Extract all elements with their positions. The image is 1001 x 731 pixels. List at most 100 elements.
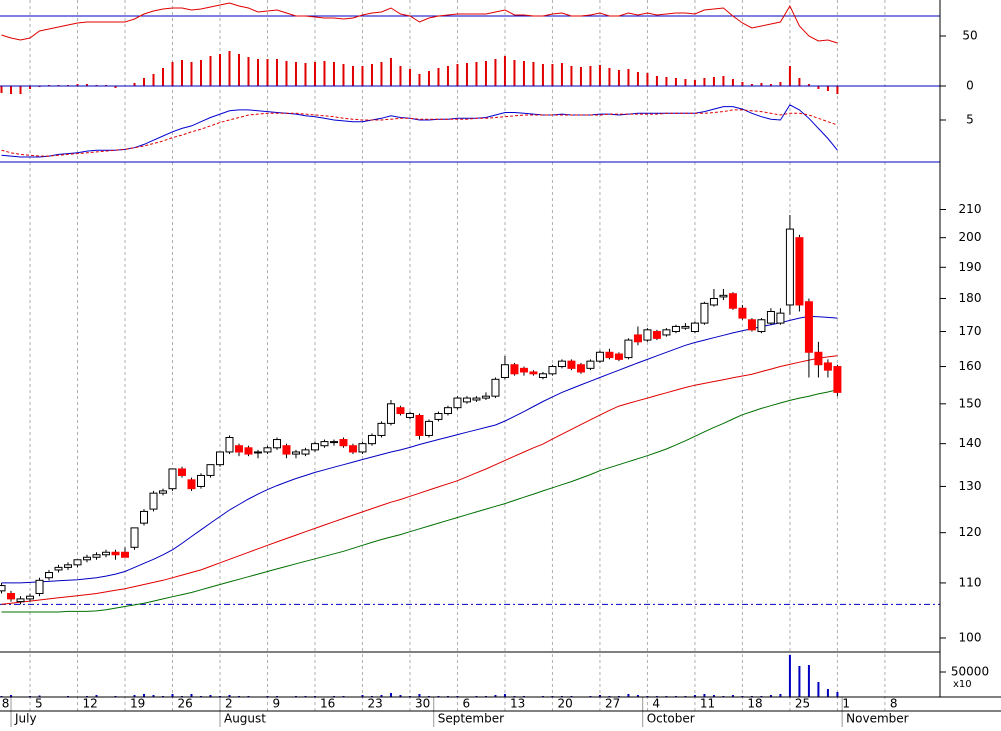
histogram-bar	[275, 59, 278, 86]
histogram-bar	[247, 57, 250, 86]
histogram-bar	[617, 70, 620, 86]
candle-body	[586, 360, 595, 369]
histogram-bar	[684, 79, 687, 86]
candle-body	[111, 551, 120, 556]
x-tick-label: 30	[415, 697, 430, 711]
candle-body	[310, 443, 319, 451]
candle-body	[83, 556, 92, 561]
histogram-bar	[133, 83, 136, 86]
histogram-bar	[427, 71, 430, 86]
histogram-bar	[294, 62, 297, 86]
x-tick-label: 18	[747, 697, 762, 711]
macd-line	[1, 109, 838, 157]
volume-bar	[38, 695, 41, 697]
histogram-bar	[589, 66, 592, 86]
candle-body	[263, 447, 272, 453]
histogram-bar	[712, 77, 715, 86]
histogram-bar	[180, 60, 183, 86]
histogram-bar	[19, 86, 22, 94]
histogram-bar	[76, 84, 79, 86]
y-tick-label: 5	[966, 113, 974, 127]
candle-body	[728, 293, 737, 309]
candle-body	[757, 319, 766, 333]
month-label: October	[647, 712, 695, 726]
histogram-bar	[817, 86, 820, 89]
histogram-bar	[228, 51, 231, 86]
month-label: November	[846, 712, 908, 726]
x-tick-label: 27	[605, 697, 620, 711]
candle-body	[320, 441, 329, 447]
histogram-bar	[171, 62, 174, 86]
histogram-bar	[475, 62, 478, 86]
histogram-bar	[522, 61, 525, 86]
histogram-bar	[608, 68, 611, 86]
candle-body	[747, 319, 756, 331]
candle-body	[662, 329, 671, 336]
histogram-bar	[161, 68, 164, 86]
candle-body	[795, 237, 804, 306]
volume-bar	[399, 695, 402, 697]
histogram-bar	[807, 84, 810, 86]
histogram-bar	[513, 60, 516, 86]
candle-body	[804, 301, 813, 353]
volume-bar	[817, 682, 820, 697]
candle-body	[225, 436, 234, 453]
candle-body	[291, 451, 300, 455]
histogram-bar	[693, 80, 696, 86]
candle-body	[244, 447, 253, 455]
candle-body	[624, 339, 633, 359]
candle-body	[814, 351, 823, 366]
volume-bar	[143, 694, 146, 697]
histogram-bar	[665, 77, 668, 86]
y-tick-label: 170	[959, 324, 982, 338]
y-tick-label: 50000	[951, 665, 989, 679]
volume-bar	[190, 694, 193, 697]
x-tick-label: 11	[700, 697, 715, 711]
moving-average	[1, 389, 838, 613]
candle-body	[26, 595, 35, 600]
x-tick-label: 6	[462, 697, 470, 711]
volume-bar	[712, 695, 715, 697]
x-tick-label: 4	[652, 697, 660, 711]
candle-body	[614, 353, 623, 360]
histogram-bar	[152, 74, 155, 86]
histogram-bar	[484, 61, 487, 86]
candle-body	[462, 397, 471, 403]
histogram-bar	[826, 86, 829, 91]
volume-bar	[826, 689, 829, 697]
candle-body	[7, 593, 16, 600]
candle-body	[538, 373, 547, 378]
histogram-bar	[532, 62, 535, 86]
candle-body	[16, 598, 25, 603]
histogram-bar	[494, 59, 497, 86]
candle-body	[491, 378, 500, 397]
histogram-bar	[380, 62, 383, 86]
histogram-bar	[503, 56, 506, 86]
candle-body	[823, 362, 832, 371]
candle-body	[738, 307, 747, 319]
volume-bar	[769, 695, 772, 697]
volume-bar	[95, 695, 98, 697]
candle-body	[643, 329, 652, 341]
volume-bar	[636, 695, 639, 697]
histogram-bar	[798, 78, 801, 86]
candle-body	[576, 364, 585, 373]
candle-body	[168, 468, 177, 490]
volume-bar	[779, 694, 782, 697]
y-tick-label: 100	[959, 630, 982, 644]
month-label: August	[224, 712, 266, 726]
y-tick-label: 150	[959, 396, 982, 410]
histogram-bar	[304, 63, 307, 86]
candle-body	[529, 371, 538, 375]
candle-body	[45, 572, 54, 579]
x-tick-label: 16	[320, 697, 335, 711]
candle-body	[605, 351, 614, 359]
candle-body	[348, 445, 357, 453]
candle-body	[102, 551, 111, 556]
candle-body	[567, 360, 576, 369]
volume-bar	[152, 695, 155, 697]
volume-bar	[598, 695, 601, 697]
candle-body	[386, 403, 395, 424]
